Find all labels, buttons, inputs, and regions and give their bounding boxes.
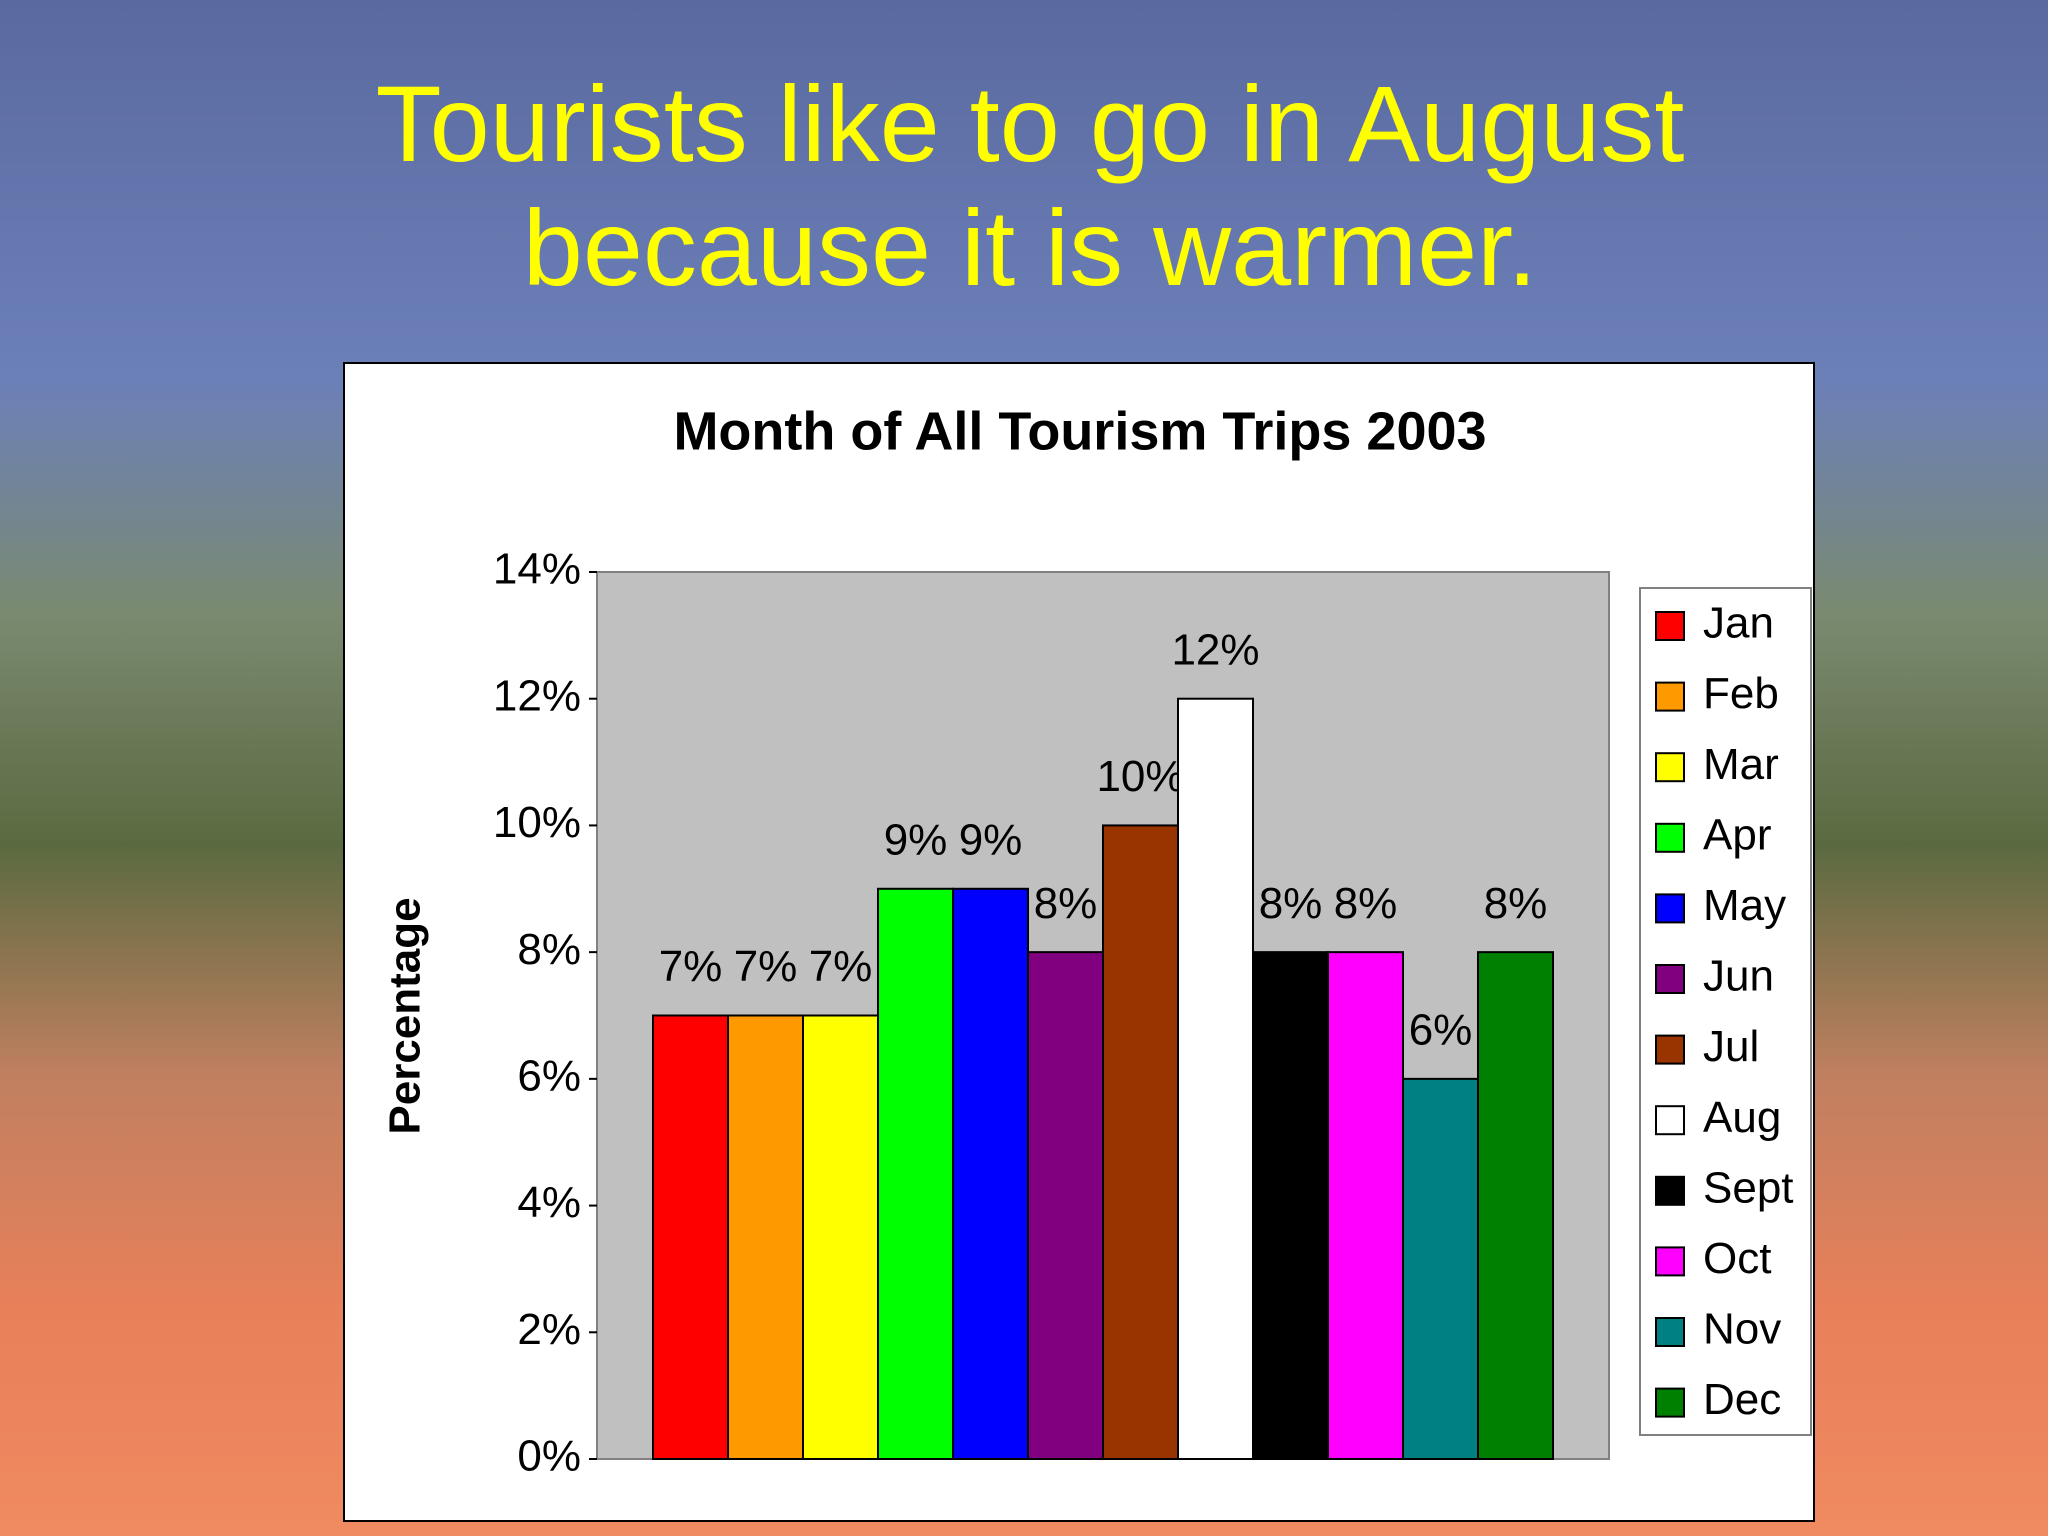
legend-label: Jul: [1703, 1022, 1759, 1071]
legend-label: Feb: [1703, 669, 1779, 718]
slide-title: Tourists like to go in August because it…: [375, 63, 1685, 308]
y-tick-label: 8%: [517, 925, 581, 974]
legend-swatch: [1655, 1034, 1685, 1065]
y-tick-label: 2%: [517, 1305, 581, 1354]
legend-swatch: [1655, 893, 1685, 924]
legend-swatch: [1655, 1246, 1685, 1277]
data-label: 8%: [1334, 879, 1398, 928]
legend-swatch: [1655, 822, 1685, 853]
legend-swatch: [1655, 611, 1685, 641]
legend: [1639, 587, 1812, 1436]
bar: [652, 1014, 729, 1460]
data-label: 9%: [884, 815, 948, 864]
data-label: 7%: [734, 942, 798, 991]
data-label: 6%: [1409, 1005, 1473, 1054]
legend-swatch: [1655, 1105, 1685, 1136]
bar: [952, 887, 1029, 1460]
legend-swatch: [1655, 964, 1685, 994]
legend-swatch: [1655, 752, 1685, 783]
legend-swatch: [1655, 1175, 1685, 1206]
bar: [877, 887, 954, 1460]
legend-label: Oct: [1703, 1234, 1771, 1283]
data-label: 7%: [659, 942, 723, 991]
bar: [1477, 951, 1554, 1461]
legend-label: Sept: [1703, 1163, 1794, 1212]
data-label: 8%: [1034, 879, 1098, 928]
data-label: 8%: [1259, 879, 1323, 928]
legend-label: Aug: [1703, 1093, 1781, 1142]
y-tick-label: 10%: [493, 798, 581, 847]
y-tick-label: 6%: [517, 1051, 581, 1100]
data-label: 10%: [1096, 752, 1184, 801]
data-label: 12%: [1171, 625, 1259, 674]
bar: [1402, 1077, 1479, 1461]
legend-swatch: [1655, 1317, 1685, 1347]
bar: [802, 1014, 879, 1460]
bar: [1027, 951, 1104, 1461]
y-axis-label: Percentage: [381, 897, 430, 1134]
legend-swatch: [1655, 681, 1685, 712]
y-tick-label: 12%: [493, 671, 581, 720]
y-tick-label: 0%: [517, 1432, 581, 1481]
legend-label: Mar: [1703, 740, 1779, 789]
data-label: 8%: [1484, 879, 1548, 928]
legend-label: Jun: [1703, 952, 1774, 1001]
legend-label: Jan: [1703, 599, 1774, 648]
legend-label: Dec: [1703, 1375, 1781, 1424]
chart-title: Month of All Tourism Trips 2003: [673, 401, 1486, 461]
data-label: 7%: [809, 942, 873, 991]
bar: [1177, 697, 1254, 1460]
bar: [1327, 951, 1404, 1461]
y-tick-label: 4%: [517, 1178, 581, 1227]
legend-label: Apr: [1703, 810, 1771, 859]
bar: [1252, 951, 1329, 1461]
data-label: 9%: [959, 815, 1023, 864]
bar: [727, 1014, 804, 1460]
legend-label: Nov: [1703, 1305, 1781, 1354]
bar: [1102, 824, 1179, 1460]
legend-label: May: [1703, 881, 1786, 930]
y-tick-label: 14%: [493, 545, 581, 594]
legend-swatch: [1655, 1387, 1685, 1418]
